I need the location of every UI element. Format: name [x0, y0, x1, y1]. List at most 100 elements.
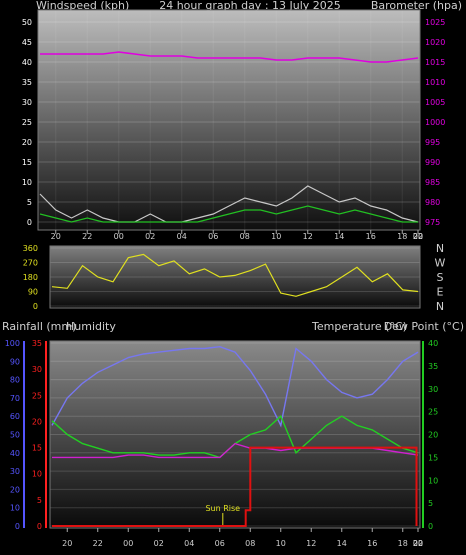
x-tick-label: 22 [93, 539, 103, 548]
rainfall-axis-title: Rainfall (mm) [2, 320, 76, 333]
humidity-y-tick-label: 40 [10, 449, 20, 458]
temperature-y-tick-label: 25 [428, 408, 438, 417]
temperature-y-tick-label: 15 [428, 453, 438, 462]
barometer-y-tick-label: 1025 [425, 18, 445, 27]
direction-panel-background [50, 246, 420, 308]
compass-label: E [437, 286, 444, 299]
rainfall-y-tick-label: 10 [32, 470, 42, 479]
x-tick-label: 20 [51, 232, 61, 241]
x-tick-label: 06 [208, 232, 218, 241]
rainfall-y-tick-label: 0 [37, 522, 42, 531]
humidity-y-tick-label: 20 [10, 485, 20, 494]
wind-y-tick-label: 10 [22, 178, 32, 187]
x-tick-label: 00 [413, 232, 423, 241]
x-tick-label: 18 [398, 539, 408, 548]
humidity-y-tick-label: 10 [10, 504, 20, 513]
barometer-y-tick-label: 1020 [425, 38, 445, 47]
compass-label: W [435, 257, 446, 270]
direction-panel-frame [49, 245, 421, 309]
temperature-panel-background [50, 341, 420, 528]
temperature-y-tick-label: 5 [428, 499, 433, 508]
wind-panel-background [38, 10, 420, 230]
barometer-y-tick-label: 1010 [425, 78, 445, 87]
wind-panel: 0510152025303540455097598098599099510001… [22, 9, 445, 241]
wind_gust-line [39, 185, 419, 223]
humidity-y-tick-label: 60 [10, 412, 20, 421]
x-tick-label: 16 [366, 232, 376, 241]
barometer-y-tick-label: 990 [425, 158, 440, 167]
wind-y-tick-label: 45 [22, 38, 32, 47]
wind-y-tick-label: 5 [27, 198, 32, 207]
temperature-y-tick-label: 40 [428, 339, 438, 348]
barometer-y-tick-label: 995 [425, 138, 440, 147]
direction-y-tick-label: 270 [23, 259, 38, 268]
humidity-y-tick-label: 90 [10, 357, 20, 366]
x-tick-label: 10 [271, 232, 281, 241]
x-tick-label: 20 [62, 539, 72, 548]
temperature-panel-frame [49, 340, 421, 529]
wind-y-tick-label: 40 [22, 58, 32, 67]
humidity-axis-title: Humidity [66, 320, 116, 333]
temperature-y-tick-label: 0 [428, 522, 433, 531]
x-tick-label: 22 [82, 232, 92, 241]
humidity-line [51, 345, 419, 428]
wind-axis-title: Windspeed (kph) [36, 0, 129, 12]
rainfall-y-tick-label: 20 [32, 417, 42, 426]
x-tick-label: 14 [337, 539, 347, 548]
x-tick-label: 02 [145, 232, 155, 241]
direction-y-tick-label: 90 [28, 288, 38, 297]
barometer-y-tick-label: 1005 [425, 98, 445, 107]
direction-y-tick-label: 0 [33, 302, 38, 311]
x-tick-label: 12 [306, 539, 316, 548]
barometer-y-tick-label: 1015 [425, 58, 445, 67]
x-tick-label: 06 [215, 539, 225, 548]
humidity-y-tick-label: 80 [10, 376, 20, 385]
humidity-y-tick-label: 30 [10, 467, 20, 476]
x-tick-label: 00 [413, 539, 423, 548]
temperature-y-tick-label: 35 [428, 362, 438, 371]
direction-line [51, 253, 419, 297]
humidity-y-tick-label: 100 [5, 339, 20, 348]
x-tick-label: 12 [303, 232, 313, 241]
x-tick-label: 18 [397, 232, 407, 241]
humidity-y-tick-label: 70 [10, 394, 20, 403]
x-tick-label: 04 [184, 539, 194, 548]
x-tick-label: 10 [276, 539, 286, 548]
direction-panel: 0 90 180 270 360 [23, 244, 421, 311]
wind-y-tick-label: 20 [22, 138, 32, 147]
sunrise-label: Sun Rise [205, 504, 240, 513]
rainfall-y-tick-label: 25 [32, 391, 42, 400]
rainfall-line [52, 446, 418, 527]
compass-label: N [436, 300, 444, 313]
wind-y-tick-label: 15 [22, 158, 32, 167]
barometer-y-tick-label: 985 [425, 178, 440, 187]
dewpoint-axis-title: Dew Point (°C) [384, 320, 464, 333]
wind-y-tick-label: 25 [22, 118, 32, 127]
direction-y-tick-label: 180 [23, 273, 38, 282]
barometer-y-tick-label: 980 [425, 198, 440, 207]
temperature-y-tick-label: 20 [428, 431, 438, 440]
wind-y-tick-label: 50 [22, 18, 32, 27]
temperature-y-tick-label: 10 [428, 476, 438, 485]
wind-y-tick-label: 30 [22, 98, 32, 107]
wind-y-tick-label: 35 [22, 78, 32, 87]
x-tick-label: 20 [413, 539, 423, 548]
rainfall-y-tick-label: 35 [32, 339, 42, 348]
x-tick-label: 00 [114, 232, 124, 241]
x-tick-label: 04 [177, 232, 187, 241]
compass-label: N [436, 242, 444, 255]
x-tick-label: 08 [245, 539, 255, 548]
barometer-y-tick-label: 1000 [425, 118, 445, 127]
x-tick-label: 02 [154, 539, 164, 548]
wind_avg-line [39, 205, 418, 223]
x-tick-label: 14 [334, 232, 344, 241]
wind-panel-frame [37, 9, 421, 231]
barometer-y-tick-label: 975 [425, 218, 440, 227]
rainfall-y-tick-label: 15 [32, 444, 42, 453]
chart-title: 24 hour graph day : 13 July 2025 [159, 0, 341, 12]
x-tick-label: 22 [413, 539, 423, 548]
x-tick-label: 20 [413, 232, 423, 241]
wind-y-tick-label: 0 [27, 218, 32, 227]
